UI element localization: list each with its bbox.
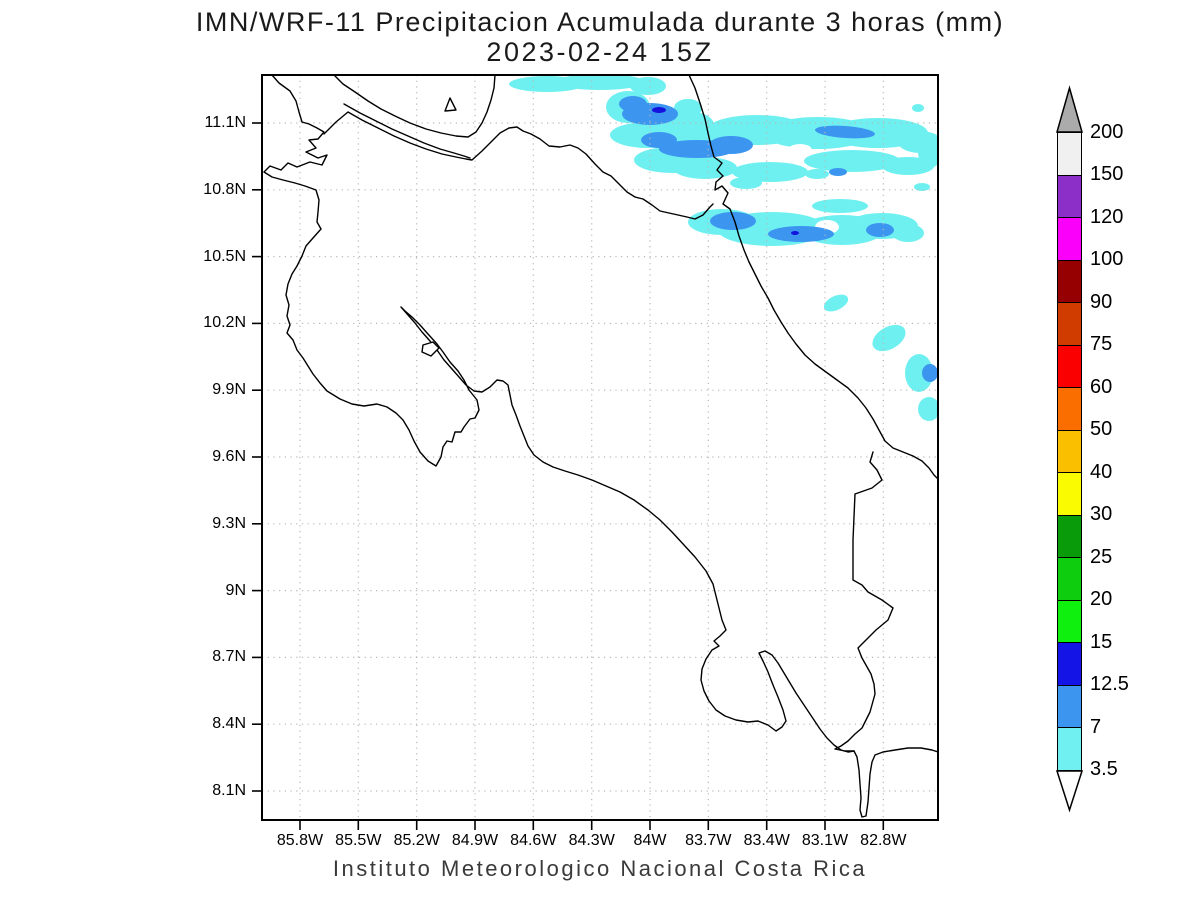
coastline-layer <box>263 75 938 818</box>
lon-tick-label: 84.9W <box>451 832 499 849</box>
colorbar-over-arrow <box>1056 85 1083 133</box>
colorbar-tick-label: 90 <box>1090 290 1113 313</box>
colorbar-segment <box>1058 175 1081 219</box>
chira-island <box>421 341 440 357</box>
colorbar-tick-label: 15 <box>1090 630 1113 653</box>
map-plot <box>252 74 939 830</box>
lat-tick-label: 10.2N <box>203 314 246 332</box>
colorbar-segment <box>1058 218 1081 261</box>
colorbar-tick-label: 75 <box>1090 333 1113 356</box>
colorbar-tick-label: 25 <box>1090 545 1113 568</box>
colorbar-segment <box>1058 473 1081 516</box>
grid-layer <box>262 75 938 820</box>
map-frame <box>261 74 939 821</box>
lake-nicaragua-shore <box>333 75 496 138</box>
lon-tick-label: 84.6W <box>510 832 557 849</box>
lat-tick-label: 9.3N <box>212 514 246 532</box>
colorbar-segment <box>1058 600 1081 644</box>
lon-tick-label: 85.5W <box>335 832 382 849</box>
colorbar-tick-label: 200 <box>1090 121 1124 143</box>
colorbar-under-arrow <box>1055 770 1084 813</box>
colorbar-tick-label: 50 <box>1090 418 1113 441</box>
lat-tick-label: 10.5N <box>203 247 246 265</box>
lat-tick-label: 9.9N <box>212 381 246 399</box>
lon-tick-label: 85.2W <box>393 832 440 849</box>
colorbar-segment <box>1058 728 1081 770</box>
panama-border-line <box>834 451 894 752</box>
lake-island <box>444 97 457 112</box>
colorbar-tick-label: 40 <box>1090 460 1113 483</box>
lat-tick-label: 9N <box>225 581 246 599</box>
axis-ticks <box>252 122 885 830</box>
colorbar-tick-label: 12.5 <box>1090 673 1129 696</box>
precip-layer <box>509 75 938 421</box>
lon-tick-label: 84W <box>633 832 667 849</box>
colorbar-tick-label: 100 <box>1090 248 1124 271</box>
pacific-coastline <box>263 75 938 818</box>
colorbar-tick-label: 30 <box>1090 503 1113 526</box>
nicaragua-border-line <box>323 111 714 220</box>
lon-tick-label: 83.1W <box>801 832 849 849</box>
rio-san-juan-line <box>343 103 471 159</box>
colorbar <box>1057 132 1082 771</box>
colorbar-tick-label: 150 <box>1090 163 1124 186</box>
page-subtitle: 2023-02-24 15Z <box>486 37 714 67</box>
lat-tick-label: 8.1N <box>212 782 246 799</box>
lon-tick-label: 85.8W <box>276 832 324 849</box>
colorbar-tick-label: 120 <box>1090 205 1124 228</box>
lat-tick-label: 10.8N <box>203 180 246 198</box>
lon-tick-label: 82.8W <box>860 832 907 849</box>
colorbar-segment <box>1058 515 1081 559</box>
colorbar-tick-label: 7 <box>1090 715 1102 738</box>
page-title: IMN/WRF-11 Precipitacion Acumulada duran… <box>195 7 1005 37</box>
lat-tick-label: 9.6N <box>212 448 246 465</box>
lat-tick-label: 8.4N <box>212 715 246 733</box>
lat-tick-label: 11.1N <box>204 114 246 131</box>
colorbar-segment <box>1058 558 1081 601</box>
caribbean-coastline <box>688 75 938 480</box>
colorbar-segment <box>1058 430 1081 474</box>
colorbar-segment <box>1058 388 1081 431</box>
precip-heavy-shapes <box>652 107 799 235</box>
footer-credit: Instituto Meteorologico Nacional Costa R… <box>332 856 868 881</box>
colorbar-segment <box>1058 345 1081 389</box>
lon-tick-label: 84.3W <box>568 832 615 849</box>
colorbar-tick-label: 3.5 <box>1090 758 1118 780</box>
colorbar-segment <box>1058 685 1081 729</box>
colorbar-segment <box>1058 260 1081 304</box>
lon-tick-label: 83.7W <box>685 832 732 849</box>
colorbar-segment <box>1058 643 1081 686</box>
lat-tick-label: 8.7N <box>212 648 246 666</box>
lon-tick-label: 83.4W <box>743 832 790 849</box>
colorbar-segment <box>1058 133 1081 176</box>
precip-light-shapes <box>509 75 938 421</box>
colorbar-segment <box>1058 303 1081 346</box>
colorbar-tick-label: 20 <box>1090 588 1113 611</box>
colorbar-tick-label: 60 <box>1090 375 1113 398</box>
